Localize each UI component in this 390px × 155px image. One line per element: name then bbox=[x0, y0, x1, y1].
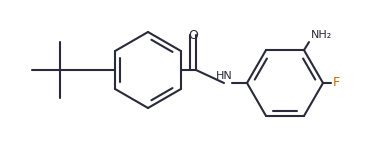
Text: O: O bbox=[188, 29, 198, 42]
Text: HN: HN bbox=[216, 71, 232, 81]
Text: F: F bbox=[333, 77, 340, 89]
Text: NH₂: NH₂ bbox=[311, 30, 332, 40]
